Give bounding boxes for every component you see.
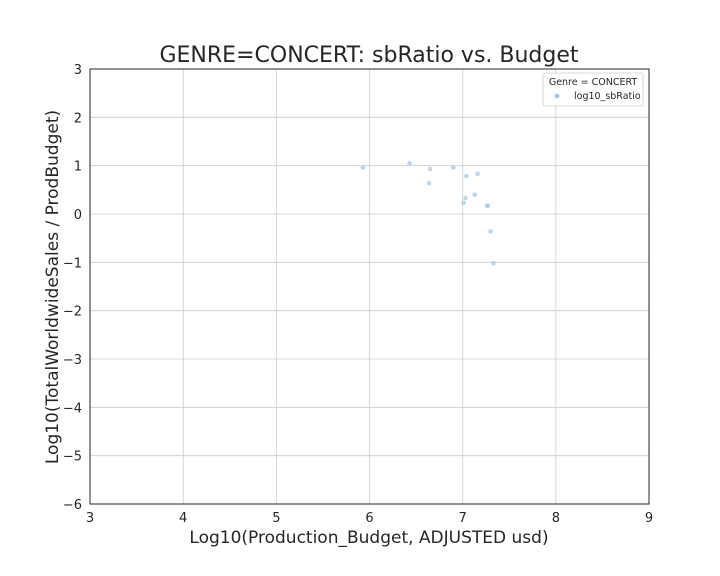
scatter-point [426,180,432,186]
scatter-point [485,203,491,209]
x-ticks: 3 4 5 6 7 8 9 [86,511,653,526]
scatter-point [463,195,468,201]
x-tick-label: 4 [179,511,187,526]
legend-marker [554,93,560,99]
y-tick-label: −1 [63,256,82,271]
y-tick-label: 3 [74,63,82,78]
y-tick-label: −3 [63,353,82,368]
scatter-point [475,171,480,177]
y-tick-label: −6 [63,498,82,513]
scatter-point [360,165,366,170]
plot-frame [89,68,650,505]
x-tick-label: 7 [459,511,467,526]
legend: Genre = CONCERT log10_sbRatio [542,72,644,107]
x-tick-label: 9 [645,511,653,526]
y-tick-label: −2 [63,305,82,320]
x-tick-label: 5 [272,511,280,526]
y-tick-label: 0 [74,208,82,223]
scatter-point [461,200,466,206]
chart-title: GENRE=CONCERT: sbRatio vs. Budget [159,43,578,68]
y-tick-label: −4 [63,401,82,416]
y-tick-label: 1 [74,160,82,175]
legend-entry: log10_sbRatio [574,91,641,102]
x-tick-label: 6 [365,511,373,526]
scatter-point [472,192,478,197]
x-tick-label: 3 [86,511,94,526]
y-ticks: 3 2 1 0 −1 −2 −3 −4 −5 −6 [63,63,82,513]
scatter-point [491,261,496,266]
scatter-point [488,229,493,234]
y-tick-label: −5 [63,450,82,465]
data-points [360,160,496,266]
legend-title: Genre = CONCERT [549,77,638,88]
x-axis-label: Log10(Production_Budget, ADJUSTED usd) [189,528,548,548]
legend-box [542,72,644,107]
y-tick-label: 2 [74,111,82,126]
scatter-point [464,174,469,179]
scatter-point [427,166,433,172]
scatter-point [451,165,456,170]
y-axis-label: Log10(TotalWorldwideSales / ProdBudget) [43,110,63,464]
scatter-point [407,160,412,166]
x-tick-label: 8 [552,511,560,526]
